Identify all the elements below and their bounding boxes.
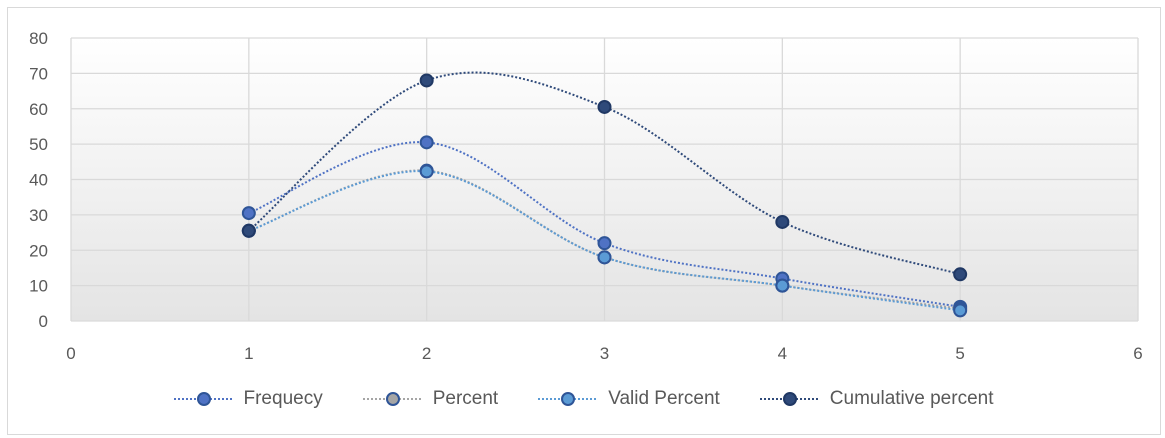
y-tick-label: 70 bbox=[29, 64, 48, 83]
y-tick-label: 50 bbox=[29, 135, 48, 154]
data-point-series-2 bbox=[953, 303, 968, 318]
data-point-series-2 bbox=[597, 250, 612, 265]
chart-legend: Frequecy Percent Valid Percent Cumulative p… bbox=[0, 388, 1165, 410]
x-tick-label: 4 bbox=[778, 344, 787, 363]
data-point-series-0 bbox=[419, 135, 434, 150]
x-tick-label: 0 bbox=[66, 344, 75, 363]
data-point-series-3 bbox=[775, 214, 790, 229]
data-point-series-2 bbox=[419, 164, 434, 179]
legend-item: Valid Percent bbox=[536, 388, 720, 410]
legend-item: Cumulative percent bbox=[758, 388, 994, 410]
legend-marker-icon bbox=[173, 392, 234, 406]
x-tick-label: 3 bbox=[600, 344, 609, 363]
legend-label: Frequecy bbox=[243, 388, 323, 409]
legend-marker-icon bbox=[759, 392, 820, 406]
x-tick-label: 1 bbox=[244, 344, 253, 363]
data-point-series-3 bbox=[241, 223, 256, 238]
x-tick-label: 6 bbox=[1133, 344, 1142, 363]
legend-marker-icon bbox=[538, 392, 599, 406]
data-point-series-3 bbox=[419, 73, 434, 88]
y-tick-label: 80 bbox=[29, 29, 48, 48]
legend-item: Percent bbox=[361, 388, 498, 410]
data-point-series-0 bbox=[597, 236, 612, 251]
legend-marker-icon bbox=[362, 392, 423, 406]
y-tick-label: 60 bbox=[29, 100, 48, 119]
x-tick-label: 5 bbox=[955, 344, 964, 363]
y-tick-label: 40 bbox=[29, 171, 48, 190]
legend-label: Percent bbox=[432, 388, 499, 409]
y-tick-label: 0 bbox=[39, 312, 48, 331]
y-tick-label: 30 bbox=[29, 206, 48, 225]
data-point-series-0 bbox=[241, 206, 256, 221]
y-tick-label: 20 bbox=[29, 241, 48, 260]
legend-label: Cumulative percent bbox=[829, 388, 994, 409]
x-tick-label: 2 bbox=[422, 344, 431, 363]
series-line-0 bbox=[248, 141, 961, 308]
legend-label: Valid Percent bbox=[608, 388, 720, 409]
legend-item: Frequecy bbox=[172, 388, 323, 410]
data-point-series-2 bbox=[775, 278, 790, 293]
data-point-series-3 bbox=[597, 99, 612, 114]
data-point-series-3 bbox=[953, 267, 968, 282]
y-tick-label: 10 bbox=[29, 277, 48, 296]
